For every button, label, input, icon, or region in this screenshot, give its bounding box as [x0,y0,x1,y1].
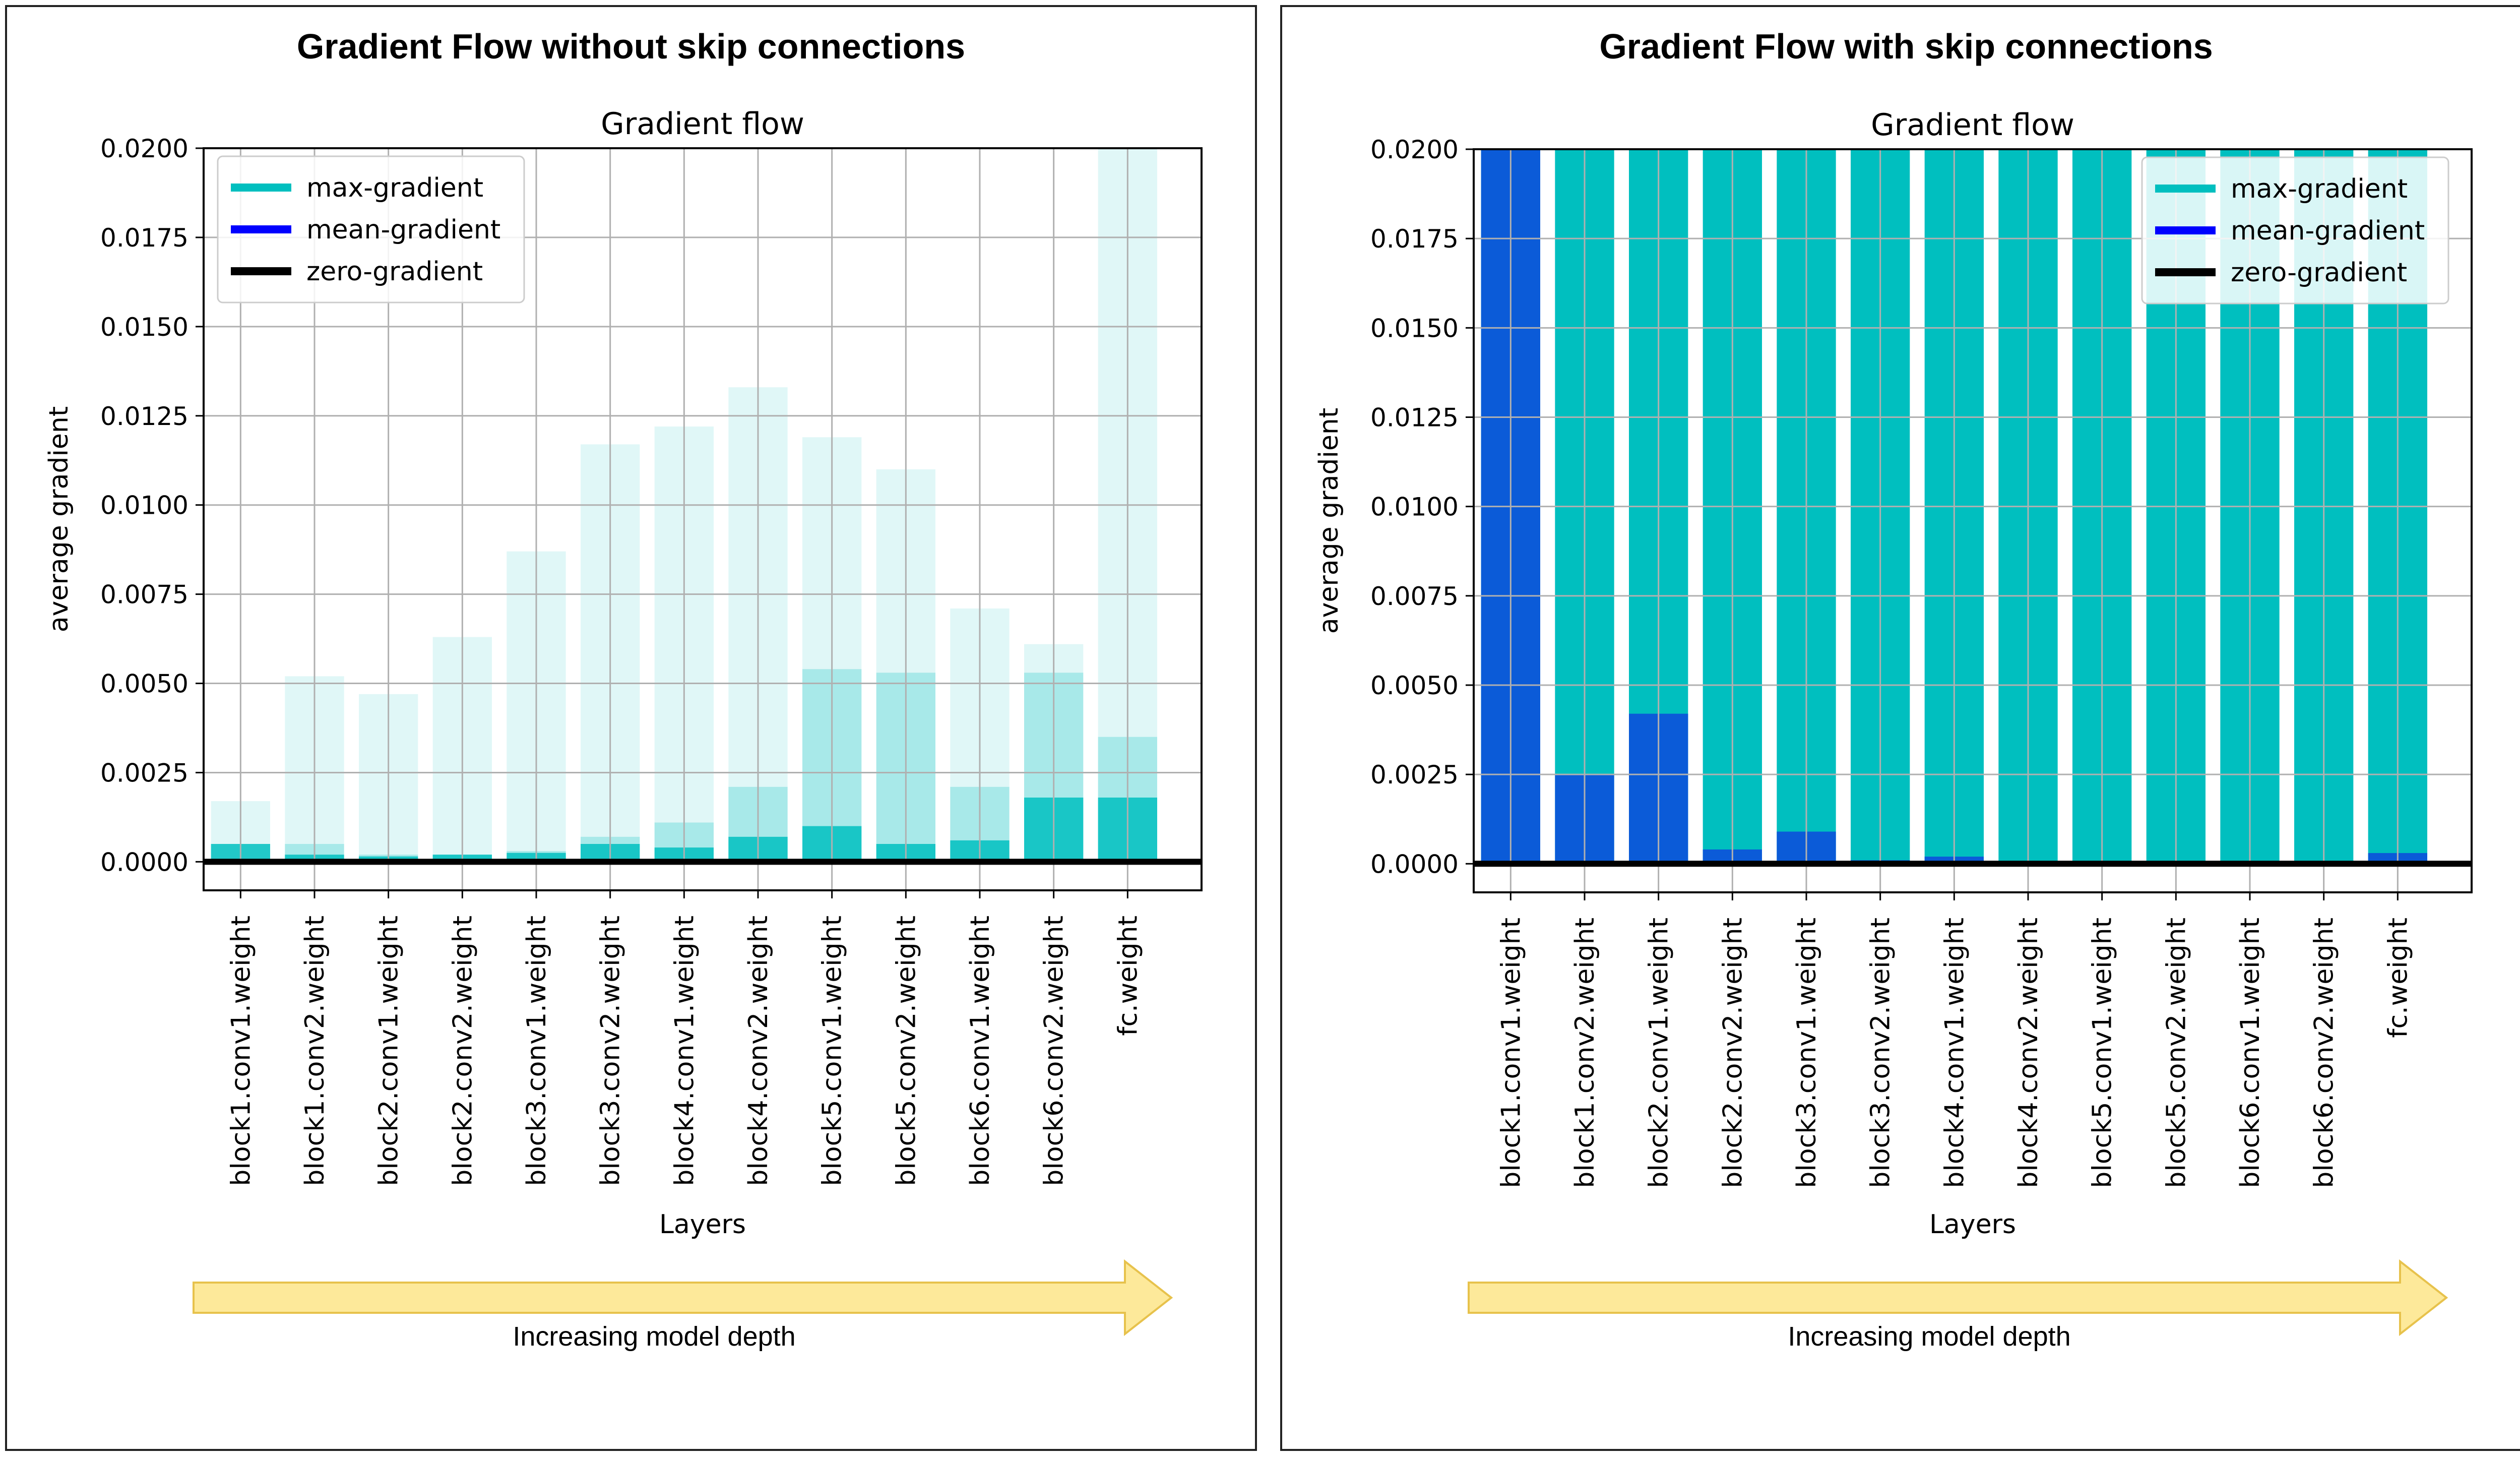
legend-box [2141,156,2449,305]
legend: max-gradient mean-gradient zero-gradient [2141,156,2449,305]
y-tick-label: 0.0000 [100,847,188,877]
x-tick-label: block6.conv1.weight [965,916,995,1186]
y-tick-label: 0.0175 [100,223,188,253]
x-tick-label: block4.conv2.weight [2013,918,2044,1188]
y-tick-label: 0.0200 [1370,135,1459,164]
x-tick-label: block3.conv2.weight [1866,918,1896,1188]
panel-without-skip: Gradient Flow without skip connections G… [5,5,1257,1451]
y-tick-label: 0.0200 [100,134,188,163]
x-tick-label: block4.conv1.weight [669,916,700,1186]
y-tick-label: 0.0100 [100,491,188,520]
x-tick-label: block3.conv1.weight [522,916,552,1186]
depth-arrow [1468,1259,2448,1336]
y-tick-label: 0.0100 [1370,493,1459,522]
x-axis-label: Layers [659,1209,746,1240]
y-tick-label: 0.0000 [1370,849,1459,879]
y-axis-label: average gradient [1314,408,1344,634]
depth-label: Increasing model depth [1788,1321,2071,1352]
y-tick-label: 0.0050 [1370,671,1459,700]
x-tick-label: block6.conv1.weight [2235,918,2265,1188]
depth-arrow [193,1259,1173,1336]
legend-label: mean-gradient [306,215,500,245]
x-tick-label: block6.conv2.weight [1039,916,1069,1186]
chart-title: Gradient flow [1871,107,2074,143]
x-tick-label: block5.conv1.weight [817,916,848,1186]
x-tick-label: block3.conv1.weight [1792,918,1822,1188]
x-tick-label: block1.conv1.weight [226,916,256,1186]
y-tick-label: 0.0125 [1370,403,1459,432]
x-tick-label: block3.conv2.weight [596,916,626,1186]
y-tick-label: 0.0075 [1370,582,1459,611]
x-tick-label: fc.weight [1113,916,1143,1036]
x-tick-label: block4.conv2.weight [743,916,774,1186]
x-tick-label: block2.conv1.weight [374,916,404,1186]
panel-with-skip: Gradient Flow with skip connections Grad… [1280,5,2520,1451]
x-tick-label: block2.conv2.weight [1718,918,1748,1188]
legend-label: max-gradient [2231,174,2408,204]
gradient-flow-chart-without-skip: Gradient flow 0.0000 0.0025 0.0050 0.0075 0.0… [44,106,1203,1336]
y-tick-label: 0.0050 [100,670,188,699]
y-tick-label: 0.0150 [100,313,188,342]
x-tick-label: block5.conv1.weight [2088,918,2118,1188]
x-tick-label: block1.conv2.weight [1570,918,1600,1188]
x-tick-label: block1.conv1.weight [1496,918,1526,1188]
x-tick-label: block4.conv1.weight [1939,918,1970,1188]
legend-box [217,155,525,303]
depth-label: Increasing model depth [513,1321,796,1352]
y-tick-label: 0.0150 [1370,314,1459,343]
gradient-flow-chart-with-skip: Gradient flow 0.0000 0.0025 0.0050 0.0075 0.0… [1314,107,2473,1336]
legend: max-gradient mean-gradient zero-gradient [217,155,525,303]
panel-title: Gradient Flow with skip connections [1599,27,2213,66]
chart-title: Gradient flow [601,106,804,142]
y-tick-label: 0.0025 [1370,760,1459,789]
x-axis-label: Layers [1929,1209,2016,1240]
legend-label: zero-gradient [306,257,483,287]
panel-title: Gradient Flow without skip connections [296,27,966,66]
x-tick-label: block5.conv2.weight [891,916,921,1186]
y-axis-label: average gradient [44,406,74,632]
x-tick-label: block2.conv1.weight [1644,918,1674,1188]
x-tick-label: block2.conv2.weight [448,916,478,1186]
legend-label: zero-gradient [2231,258,2407,288]
legend-label: mean-gradient [2231,216,2425,246]
y-tick-label: 0.0075 [100,580,188,610]
axes-frame [203,147,1203,891]
y-tick-label: 0.0025 [100,758,188,787]
y-tick-label: 0.0175 [1370,224,1459,254]
y-tick-label: 0.0125 [100,402,188,431]
x-tick-label: block6.conv2.weight [2309,918,2340,1188]
x-tick-label: block1.conv2.weight [300,916,330,1186]
axes-frame [1473,148,2473,893]
x-tick-label: block5.conv2.weight [2161,918,2191,1188]
x-tick-label: fc.weight [2383,918,2413,1038]
legend-label: max-gradient [306,173,483,203]
